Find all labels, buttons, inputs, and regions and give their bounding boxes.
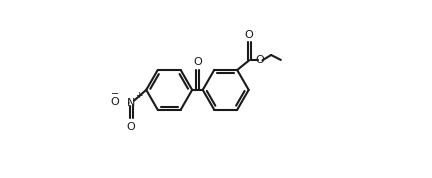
Text: O: O [256,55,264,65]
Text: O: O [110,97,119,107]
Text: O: O [127,122,136,132]
Text: O: O [245,30,254,40]
Text: N: N [127,98,135,108]
Text: O: O [193,57,202,67]
Text: +: + [135,91,142,100]
Text: −: − [111,88,119,99]
